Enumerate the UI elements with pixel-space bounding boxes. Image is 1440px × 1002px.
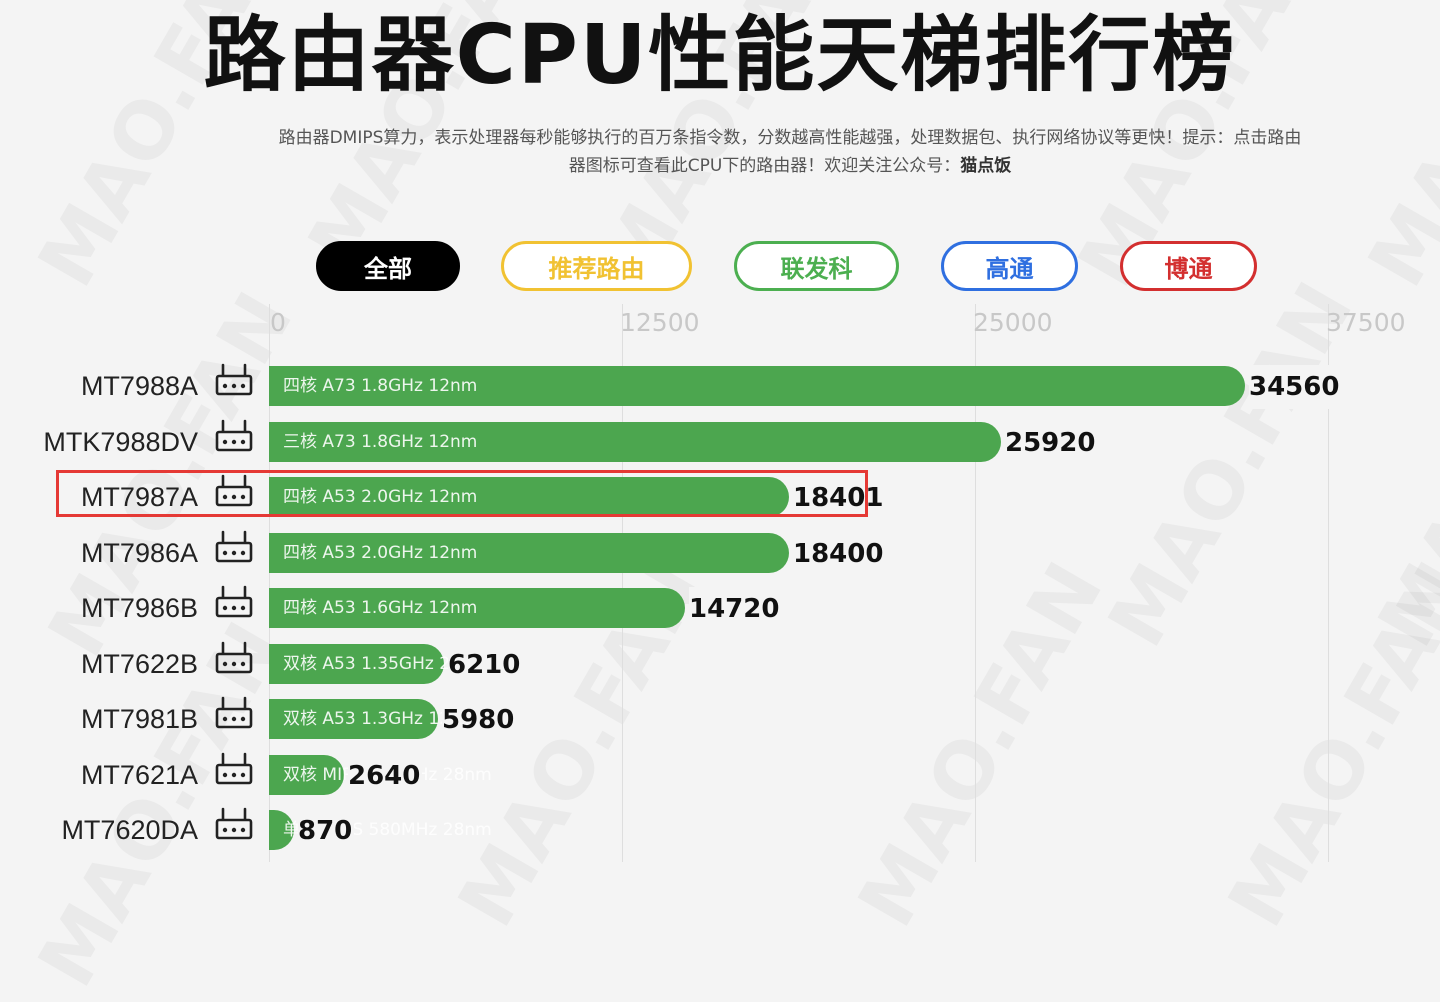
bar-spec-label: 三核 A73 1.8GHz 12nm <box>283 432 478 452</box>
bar-value-label: 18400 <box>793 532 886 576</box>
bar-spec-label: 双核 A53 1.3GHz 12nm <box>283 709 478 729</box>
x-gridline <box>975 304 976 862</box>
bar-value-label: 2640 <box>348 754 423 798</box>
bar-value-label: 870 <box>298 809 355 853</box>
cpu-name-label: MT7986B <box>80 593 198 623</box>
page-title: 路由器CPU性能天梯排行榜 <box>203 8 1237 103</box>
cpu-name-label: MT7986A <box>80 538 198 568</box>
router-icon[interactable] <box>215 529 253 565</box>
x-tick-label: 12500 <box>620 308 700 337</box>
bar-value-label: 6210 <box>448 643 523 687</box>
bar-spec-label: 四核 A53 2.0GHz 12nm <box>283 487 478 507</box>
chart-bar <box>269 588 685 628</box>
account-name: 猫点饭 <box>960 156 1012 176</box>
bar-value-label: 5980 <box>442 698 517 742</box>
chart-bar <box>269 699 438 739</box>
bar-value-label: 25920 <box>1005 421 1098 465</box>
page-subtitle: 路由器DMIPS算力，表示处理器每秒能够执行的百万条指令数，分数越高性能越强，处… <box>210 124 1370 180</box>
router-icon[interactable] <box>215 695 253 731</box>
watermark-text: MAO.FAN <box>842 548 1121 941</box>
router-icon[interactable] <box>215 640 253 676</box>
bar-spec-label: 双核 A53 1.35GHz 28nm <box>283 654 489 674</box>
router-icon[interactable] <box>215 584 253 620</box>
cpu-name-label: MTK7988DV <box>43 427 198 457</box>
x-tick-label: 37500 <box>1326 308 1406 337</box>
filter-broadcom-button[interactable]: 博通 <box>1120 241 1257 291</box>
router-icon[interactable] <box>215 362 253 398</box>
watermark-text: MAO.FAN <box>1212 548 1440 941</box>
chart-bar <box>269 422 1001 462</box>
chart-bar <box>269 533 789 573</box>
subtitle-line-2-text: 器图标可查看此CPU下的路由器！欢迎关注公众号： <box>568 156 961 176</box>
subtitle-line-1: 路由器DMIPS算力，表示处理器每秒能够执行的百万条指令数，分数越高性能越强，处… <box>278 128 1302 148</box>
router-icon[interactable] <box>215 806 253 842</box>
chart-bar <box>269 477 789 517</box>
x-gridline <box>269 304 270 862</box>
chart-bar <box>269 755 344 795</box>
filter-qualcomm-button[interactable]: 高通 <box>941 241 1078 291</box>
cpu-name-label: MT7988A <box>80 371 198 401</box>
cpu-name-label: MT7621A <box>80 760 198 790</box>
subtitle-line-2: 器图标可查看此CPU下的路由器！欢迎关注公众号：猫点饭 <box>210 152 1370 180</box>
bar-spec-label: 四核 A73 1.8GHz 12nm <box>283 376 478 396</box>
cpu-name-label: MT7987A <box>80 482 198 512</box>
router-icon[interactable] <box>215 418 253 454</box>
highlight-box <box>56 470 868 517</box>
x-gridline <box>1328 304 1329 862</box>
router-icon[interactable] <box>215 751 253 787</box>
bar-value-label: 18401 <box>793 476 886 520</box>
bar-spec-label: 四核 A53 1.6GHz 12nm <box>283 598 478 618</box>
cpu-name-label: MT7981B <box>80 704 198 734</box>
bar-spec-label: 四核 A53 2.0GHz 12nm <box>283 543 478 563</box>
x-tick-label: 0 <box>270 308 286 337</box>
x-gridline <box>622 304 623 862</box>
bar-value-label: 14720 <box>689 587 782 631</box>
bar-value-label: 34560 <box>1249 365 1342 409</box>
chart-bar <box>269 644 445 684</box>
filter-mediatek-button[interactable]: 联发科 <box>734 241 899 291</box>
x-tick-label: 25000 <box>973 308 1053 337</box>
router-icon[interactable] <box>215 473 253 509</box>
cpu-name-label: MT7622B <box>80 649 198 679</box>
filter-recommended-button[interactable]: 推荐路由 <box>501 241 692 291</box>
cpu-name-label: MT7620DA <box>61 815 198 845</box>
chart-bar <box>269 366 1245 406</box>
filter-all-button[interactable]: 全部 <box>316 241 460 291</box>
